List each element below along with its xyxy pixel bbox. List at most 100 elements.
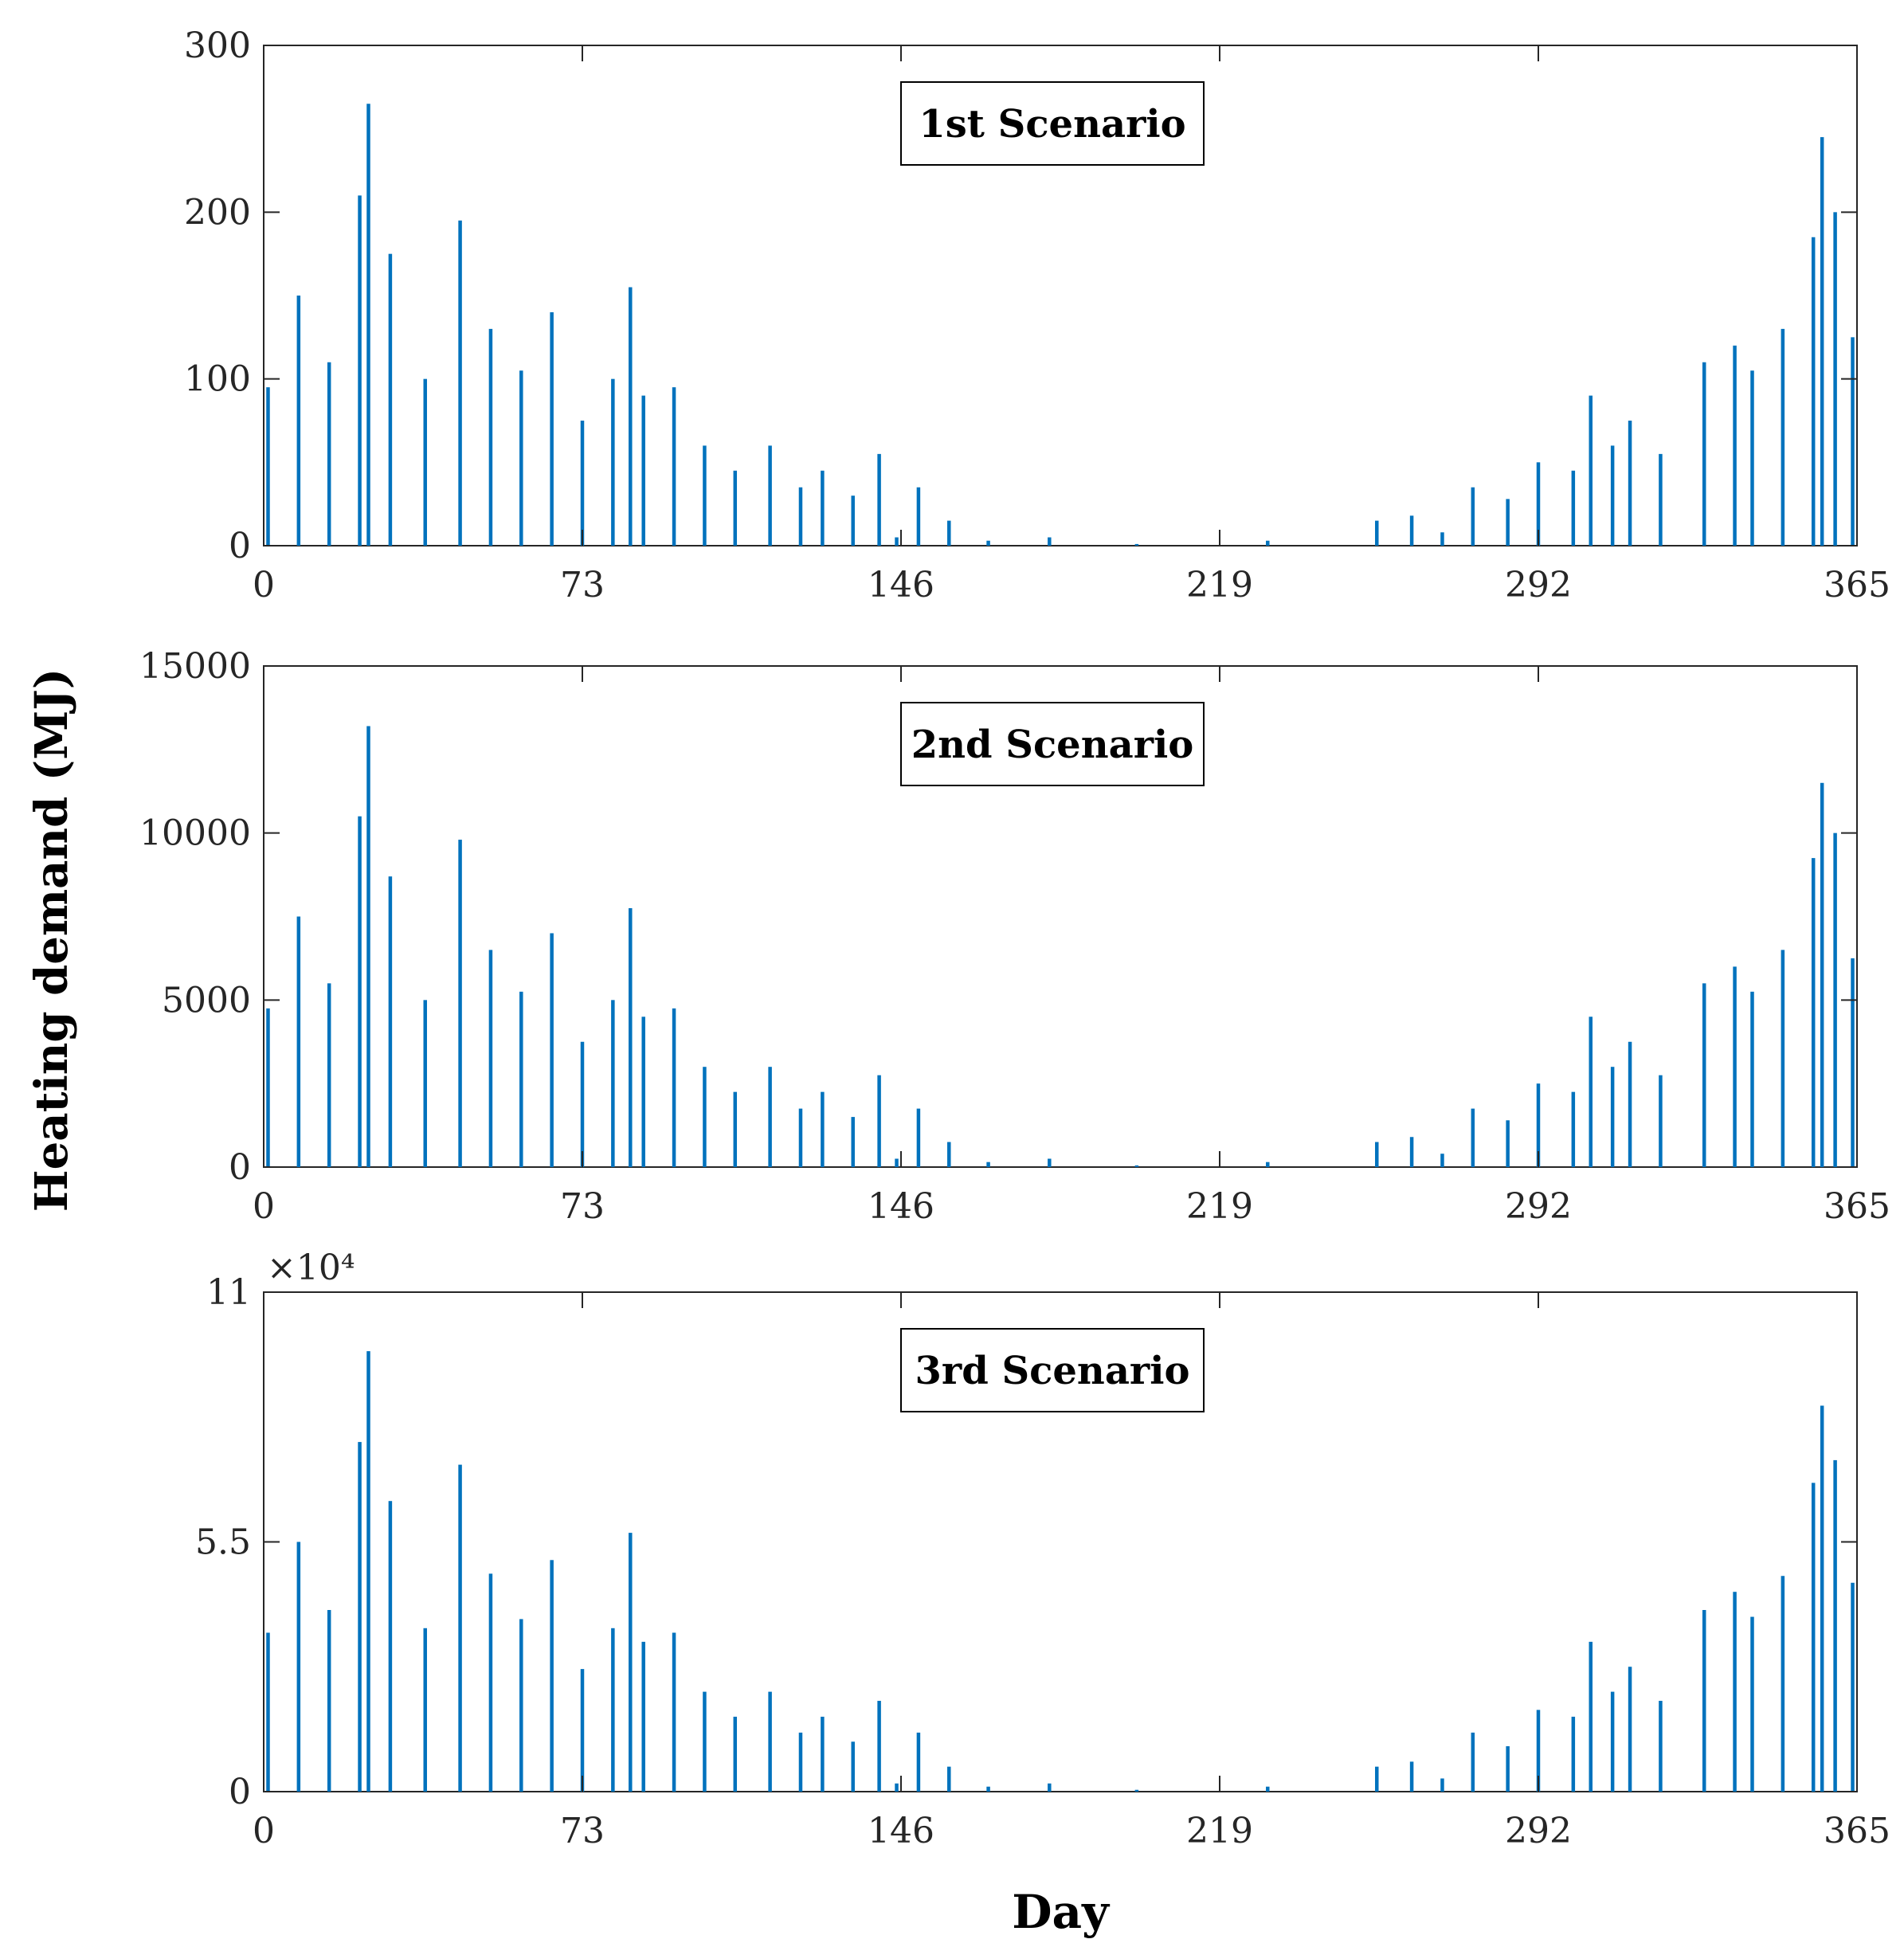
bar-day-320	[1659, 453, 1663, 546]
bar-day-263	[1409, 1761, 1414, 1792]
bar-day-37	[423, 1000, 427, 1167]
bar-day-45	[458, 1464, 462, 1792]
bar-day-348	[1781, 328, 1785, 546]
bar-day-135	[851, 496, 855, 546]
chart-panel-2: 0 5000 10000 15000 0 73 146 219 292 365 2nd Scenar…	[139, 646, 1890, 1227]
bar-day-270	[1440, 532, 1444, 546]
bar-day-255	[1375, 1766, 1379, 1792]
x-tick-label: 219	[1186, 1186, 1253, 1227]
bar-day-313	[1628, 1667, 1632, 1792]
bar-day-200	[1134, 1165, 1139, 1167]
scenario-title-box	[900, 81, 1205, 166]
bar-day-304	[1589, 395, 1593, 546]
bar-day-180	[1048, 1158, 1052, 1167]
bar-day-348	[1781, 950, 1785, 1167]
bar-day-157	[947, 1766, 951, 1792]
bar-day-285	[1506, 1120, 1510, 1167]
bar-day-101	[703, 445, 707, 546]
bar-day-84	[629, 908, 633, 1167]
x-tick-label: 0	[253, 1186, 275, 1227]
bar-day-45	[458, 840, 462, 1167]
bar-day-150	[916, 1108, 921, 1167]
x-tick-label: 0	[253, 565, 275, 605]
x-tick-label: 219	[1186, 565, 1253, 605]
bar-day-277	[1471, 1108, 1475, 1167]
y-tick-label: 5.5	[195, 1522, 251, 1563]
bar-day-348	[1781, 1576, 1785, 1792]
bar-day-135	[851, 1741, 855, 1792]
bar-day-364	[1851, 1582, 1855, 1792]
bar-day-29	[388, 1501, 393, 1792]
bar-day-313	[1628, 1041, 1632, 1167]
bar-day-263	[1409, 515, 1414, 546]
bar-day-292	[1536, 462, 1541, 546]
bar-day-200	[1134, 543, 1139, 546]
bar-day-128	[821, 1716, 825, 1792]
bar-day-320	[1659, 1075, 1663, 1167]
bar-day-15	[327, 362, 331, 546]
bar-day-337	[1733, 1592, 1737, 1792]
bar-day-357	[1820, 137, 1824, 546]
bar-day-145	[895, 1158, 899, 1167]
bar-day-141	[877, 1701, 881, 1792]
bar-day-22	[358, 816, 362, 1167]
x-tick-label: 292	[1505, 1186, 1572, 1227]
bar-day-157	[947, 1142, 951, 1167]
bar-day-116	[768, 1691, 772, 1792]
bar-day-24	[366, 726, 370, 1167]
bar-day-73	[580, 1041, 585, 1167]
x-tick-label: 365	[1824, 1811, 1890, 1851]
scenario-title: 2nd Scenario	[911, 723, 1194, 767]
x-tick-label: 365	[1824, 1186, 1890, 1227]
bar-day-8	[296, 1541, 301, 1792]
bar-day-80	[611, 1628, 615, 1792]
y-tick-label: 11	[206, 1272, 251, 1313]
bar-day-300	[1571, 470, 1576, 546]
bar-day-94	[672, 1632, 676, 1792]
bar-day-101	[703, 1067, 707, 1167]
bar-day-166	[986, 1786, 990, 1792]
x-tick-label: 146	[868, 1186, 934, 1227]
y-tick-label: 300	[184, 25, 251, 66]
bar-day-150	[916, 1732, 921, 1792]
bar-day-255	[1375, 1142, 1379, 1167]
y-tick-label: 15000	[139, 646, 251, 687]
bar-day-80	[611, 1000, 615, 1167]
bar-day-141	[877, 453, 881, 546]
bar-day-270	[1440, 1154, 1444, 1167]
bar-day-52	[488, 1573, 493, 1792]
bar-day-309	[1610, 445, 1615, 546]
bar-day-341	[1750, 991, 1754, 1167]
bar-day-73	[580, 1669, 585, 1792]
bar-day-357	[1820, 782, 1824, 1167]
bar-day-1	[266, 1632, 270, 1792]
bar-day-8	[296, 296, 301, 546]
bar-day-355	[1811, 1483, 1816, 1792]
bar-day-22	[358, 195, 362, 546]
scenario-title: 1st Scenario	[919, 102, 1185, 147]
bar-day-157	[947, 520, 951, 546]
bar-day-94	[672, 387, 676, 546]
bar-day-80	[611, 378, 615, 546]
bar-day-341	[1750, 1616, 1754, 1792]
bar-day-230	[1266, 1161, 1270, 1167]
y-tick-label: 0	[229, 1772, 251, 1812]
bar-day-292	[1536, 1083, 1541, 1167]
bar-day-357	[1820, 1405, 1824, 1792]
bar-day-309	[1610, 1691, 1615, 1792]
x-tick-label: 292	[1505, 1811, 1572, 1851]
bar-day-300	[1571, 1716, 1576, 1792]
bar-day-116	[768, 1067, 772, 1167]
chart-panel-1: 0 100 200 300 0 73 146 219 292 365 1st Scenario	[184, 25, 1890, 605]
bar-day-355	[1811, 237, 1816, 546]
bar-day-230	[1266, 540, 1270, 546]
bar-day-309	[1610, 1067, 1615, 1167]
bar-day-145	[895, 1783, 899, 1792]
scenario-title: 3rd Scenario	[915, 1349, 1190, 1393]
bar-day-360	[1833, 212, 1837, 546]
bar-day-337	[1733, 345, 1737, 546]
y-exponent-label: ×10⁴	[267, 1248, 355, 1288]
bar-day-87	[641, 395, 645, 546]
bar-day-200	[1134, 1789, 1139, 1792]
